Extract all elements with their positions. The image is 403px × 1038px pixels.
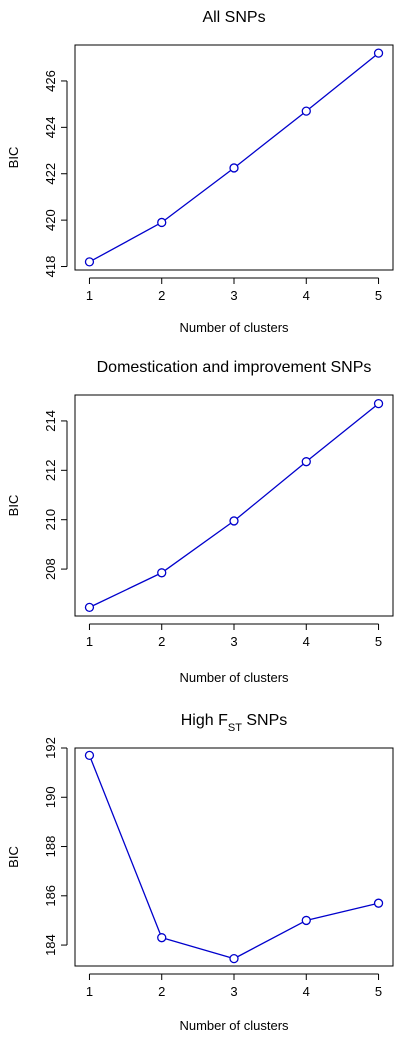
chart-panel-1: All SNPs 1 2 3 4 5 418 420 422 424 426 Number of cl…: [6, 9, 394, 335]
series-line-segment: [308, 55, 376, 110]
y-tick-label: 214: [43, 410, 58, 432]
x-tick-label: 5: [375, 634, 382, 649]
plot-frame: [74, 747, 394, 967]
y-tick-label: 210: [43, 509, 58, 531]
data-point: [84, 750, 95, 761]
series-line-segment: [237, 921, 304, 958]
series-line-segment: [165, 938, 231, 959]
series-line-segment: [92, 223, 159, 261]
x-tick-label: 5: [375, 984, 382, 999]
plot-frame: [74, 394, 394, 617]
y-axis-label: BIC: [6, 495, 21, 517]
x-axis-label: Number of clusters: [179, 320, 289, 335]
series-line-segment: [308, 405, 376, 460]
y-tick-label: 188: [43, 836, 58, 858]
data-point: [84, 257, 95, 267]
data-point: [157, 568, 167, 578]
data-point: [229, 953, 239, 964]
series-line-segment: [236, 463, 304, 519]
data-point: [301, 915, 311, 926]
x-tick-label: 2: [158, 288, 165, 303]
x-tick-label: 1: [86, 634, 93, 649]
data-point: [229, 163, 239, 173]
x-tick-label: 3: [230, 984, 237, 999]
y-tick-label: 212: [43, 459, 58, 481]
data-point: [84, 602, 95, 613]
y-tick-label: 426: [43, 70, 58, 92]
y-axis-label: BIC: [6, 846, 21, 868]
y-tick-label: 418: [43, 256, 58, 278]
chart-title-suffix: SNPs: [242, 712, 287, 729]
y-tick-label: 420: [43, 209, 58, 231]
y-axis-label: BIC: [6, 147, 21, 169]
series-line-segment: [164, 169, 232, 221]
plot-frame: [74, 44, 394, 271]
x-tick-label: 3: [230, 634, 237, 649]
chart-title-subscript: ST: [228, 722, 242, 734]
x-tick-label: 5: [375, 288, 382, 303]
data-point: [157, 933, 167, 943]
y-tick-label: 424: [43, 116, 58, 138]
y-tick-label: 192: [43, 737, 58, 759]
x-axis-label: Number of clusters: [179, 670, 289, 685]
x-tick-label: 2: [158, 984, 165, 999]
series-line-segment: [164, 522, 232, 571]
data-point: [373, 48, 384, 58]
x-tick-label: 4: [303, 634, 310, 649]
x-tick-label: 1: [86, 984, 93, 999]
chart-panel-3: High FST SNPs 1 2 3 4 5 184 186 188 190 192 Number …: [6, 712, 394, 1033]
data-point: [157, 217, 167, 228]
series-line-segment: [92, 573, 159, 607]
x-tick-label: 4: [303, 984, 310, 999]
data-point: [229, 516, 239, 526]
chart-title: Domestication and improvement SNPs: [97, 359, 372, 376]
chart-title: All SNPs: [202, 9, 265, 26]
chart-title: High FST SNPs: [181, 712, 288, 734]
data-point: [301, 106, 311, 116]
data-point: [373, 398, 384, 409]
y-tick-label: 208: [43, 558, 58, 580]
data-point: [301, 457, 311, 467]
x-tick-label: 4: [303, 288, 310, 303]
y-tick-label: 184: [43, 934, 58, 956]
x-tick-label: 1: [86, 288, 93, 303]
y-tick-label: 186: [43, 885, 58, 907]
series-line-segment: [236, 113, 304, 166]
x-axis-label: Number of clusters: [179, 1018, 289, 1033]
series-line-segment: [310, 903, 375, 921]
series-line-segment: [90, 758, 161, 935]
x-tick-label: 2: [158, 634, 165, 649]
y-tick-label: 190: [43, 786, 58, 808]
chart-panel-2: Domestication and improvement SNPs 1 2 3 4 5 2…: [6, 359, 394, 685]
data-point: [373, 898, 384, 908]
x-tick-label: 3: [230, 288, 237, 303]
y-tick-label: 422: [43, 163, 58, 185]
